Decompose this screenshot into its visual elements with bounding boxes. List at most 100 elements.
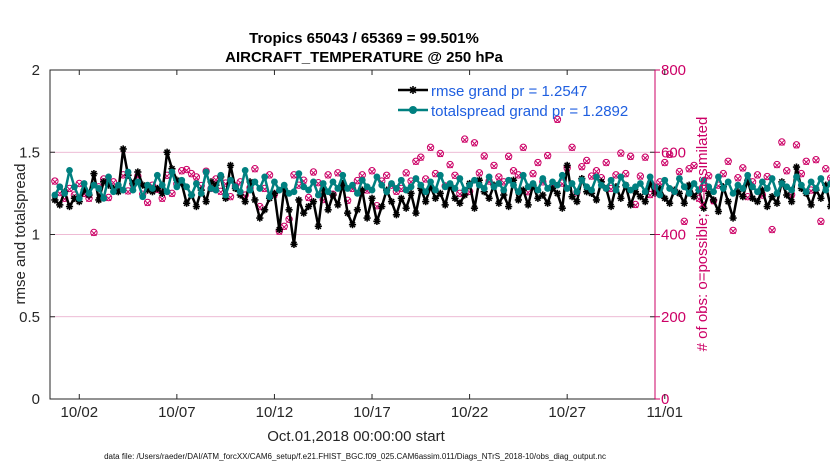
rmse-point	[441, 201, 449, 209]
totalspread-point	[266, 193, 273, 201]
totalspread-point	[310, 178, 317, 186]
totalspread-point	[290, 188, 298, 196]
y-right-tick-label: 600	[661, 144, 686, 161]
obs-possible-point	[426, 143, 435, 152]
totalspread-point	[563, 185, 571, 192]
rmse-point	[505, 202, 513, 211]
obs-assimilated-point	[744, 194, 751, 201]
totalspread-point	[666, 185, 674, 192]
obs-assimilated-point	[730, 228, 737, 235]
rmse-point	[392, 211, 401, 219]
rmse-point	[100, 178, 108, 186]
totalspread-point	[373, 173, 381, 181]
totalspread-point	[675, 175, 683, 182]
obs-possible-point	[529, 169, 537, 178]
totalspread-point	[139, 193, 147, 201]
totalspread-point	[222, 191, 230, 199]
totalspread-point	[519, 171, 527, 179]
totalspread-point	[822, 186, 830, 194]
obs-assimilated-point	[159, 196, 166, 203]
totalspread-point	[495, 180, 503, 187]
totalspread-point	[749, 183, 756, 191]
rmse-point	[363, 214, 371, 222]
legend: rmse grand pr = 1.2547 totalspread grand…	[398, 83, 628, 120]
totalspread-point	[236, 188, 244, 196]
obs-assimilated-point	[310, 169, 317, 176]
obs-assimilated-point	[739, 165, 746, 172]
totalspread-point	[636, 180, 644, 187]
obs-assimilated-point	[769, 227, 776, 234]
rmse-point	[636, 193, 644, 201]
rmse-point	[827, 202, 830, 211]
totalspread-point	[763, 185, 771, 192]
ticks-layer: 0 0.5 1 1.5 2 0 200 400 600 800 10/02 10/07 10/12 10/…	[19, 62, 686, 421]
rmse-point	[495, 199, 503, 207]
obs-assimilated-point	[530, 171, 536, 178]
totalspread-point	[773, 189, 781, 197]
rmse-point	[134, 168, 142, 176]
rmse-point	[329, 191, 337, 199]
rmse-point	[295, 196, 303, 204]
obs-assimilated-point	[412, 159, 419, 166]
totalspread-point	[807, 178, 815, 186]
rmse-point	[763, 202, 771, 211]
totalspread-point	[353, 189, 361, 197]
obs-assimilated-point	[188, 171, 195, 178]
rmse-point	[456, 199, 464, 207]
rmse-point	[753, 198, 762, 206]
obs-possible-point	[509, 167, 518, 175]
x-tick-label: 10/02	[61, 404, 99, 421]
totalspread-point	[441, 183, 449, 191]
totalspread-point	[671, 188, 678, 196]
totalspread-point	[66, 166, 73, 174]
totalspread-point	[456, 175, 464, 182]
obs-possible-point	[470, 139, 479, 147]
obs-possible-point	[519, 143, 527, 152]
legend-label-spread: totalspread grand pr = 1.2892	[431, 103, 628, 120]
totalspread-point	[685, 189, 693, 197]
totalspread-point	[358, 176, 366, 184]
rmse-point	[709, 196, 718, 204]
rmse-point	[690, 193, 698, 201]
totalspread-point	[56, 183, 64, 191]
rmse-point	[309, 198, 318, 206]
legend-marker-spread	[409, 106, 417, 114]
rmse-point	[412, 209, 420, 217]
obs-possible-point	[739, 164, 747, 172]
obs-possible-point	[51, 177, 59, 185]
totalspread-point	[802, 188, 810, 196]
totalspread-point	[188, 191, 195, 199]
totalspread-point	[149, 185, 156, 192]
obs-assimilated-point	[481, 153, 488, 160]
y-right-tick-label: 200	[661, 309, 686, 326]
totalspread-point	[817, 175, 825, 182]
rmse-point	[661, 194, 669, 202]
obs-assimilated-point	[725, 159, 732, 166]
obs-possible-point	[461, 135, 469, 143]
totalspread-point	[436, 171, 444, 179]
totalspread-point	[305, 186, 312, 194]
legend-asterisk	[409, 86, 417, 94]
obs-assimilated-point	[617, 150, 624, 157]
totalspread-point	[246, 186, 254, 194]
rmse-point	[202, 198, 210, 206]
obs-possible-point	[783, 167, 791, 175]
rmse-point	[700, 204, 708, 212]
obs-assimilated-point	[447, 162, 454, 169]
rmse-point	[368, 194, 376, 202]
totalspread-point	[758, 178, 766, 186]
obs-possible-point	[724, 157, 732, 165]
rmse-point	[451, 194, 459, 202]
rmse-point	[378, 202, 386, 211]
obs-possible-point	[578, 162, 586, 171]
obs-assimilated-point	[417, 155, 424, 161]
totalspread-point	[788, 186, 796, 194]
obs-possible-point	[143, 198, 152, 207]
totalspread-point	[573, 188, 581, 196]
obs-possible-point	[534, 158, 542, 167]
totalspread-point	[124, 168, 132, 176]
totalspread-point	[280, 181, 288, 189]
totalspread-point	[451, 185, 459, 192]
x-tick-label: 10/17	[353, 404, 391, 421]
obs-assimilated-point	[642, 155, 649, 161]
